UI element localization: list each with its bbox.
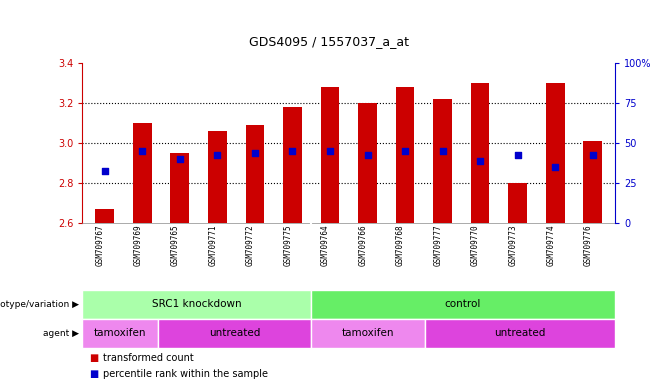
- Text: agent ▶: agent ▶: [43, 329, 79, 338]
- Bar: [311, 290, 615, 319]
- Text: tamoxifen: tamoxifen: [94, 328, 147, 338]
- Text: GSM709773: GSM709773: [509, 225, 518, 266]
- Text: tamoxifen: tamoxifen: [342, 328, 394, 338]
- Point: [363, 152, 373, 158]
- Text: GSM709764: GSM709764: [321, 225, 330, 266]
- Bar: [395, 87, 415, 223]
- Text: untreated: untreated: [494, 328, 545, 338]
- Bar: [159, 319, 311, 348]
- Text: ■: ■: [89, 353, 98, 363]
- Bar: [170, 153, 190, 223]
- Text: transformed count: transformed count: [103, 353, 194, 363]
- Bar: [433, 99, 452, 223]
- Bar: [133, 123, 152, 223]
- Bar: [545, 83, 565, 223]
- Text: GSM709768: GSM709768: [396, 225, 405, 266]
- Point: [400, 148, 411, 154]
- Text: GSM709767: GSM709767: [96, 225, 105, 266]
- Point: [588, 152, 598, 158]
- Point: [438, 148, 448, 154]
- Bar: [283, 107, 302, 223]
- Point: [513, 152, 523, 158]
- Text: GSM709772: GSM709772: [246, 225, 255, 266]
- Text: GSM709770: GSM709770: [471, 225, 480, 266]
- Point: [287, 148, 297, 154]
- Point: [475, 158, 486, 164]
- Bar: [311, 319, 425, 348]
- Point: [249, 150, 260, 156]
- Text: GSM709777: GSM709777: [434, 225, 443, 266]
- Text: GSM709765: GSM709765: [171, 225, 180, 266]
- Text: GSM709776: GSM709776: [584, 225, 593, 266]
- Bar: [358, 103, 377, 223]
- Bar: [320, 87, 340, 223]
- Bar: [425, 319, 615, 348]
- Point: [550, 164, 561, 170]
- Bar: [584, 141, 602, 223]
- Bar: [470, 83, 490, 223]
- Point: [324, 148, 335, 154]
- Bar: [82, 290, 311, 319]
- Bar: [95, 209, 114, 223]
- Text: ■: ■: [89, 369, 98, 379]
- Text: SRC1 knockdown: SRC1 knockdown: [151, 299, 241, 310]
- Bar: [82, 319, 159, 348]
- Bar: [508, 183, 527, 223]
- Text: GSM709775: GSM709775: [284, 225, 292, 266]
- Text: GDS4095 / 1557037_a_at: GDS4095 / 1557037_a_at: [249, 35, 409, 48]
- Text: GSM709771: GSM709771: [209, 225, 217, 266]
- Text: GSM709766: GSM709766: [359, 225, 368, 266]
- Point: [137, 148, 147, 154]
- Text: percentile rank within the sample: percentile rank within the sample: [103, 369, 268, 379]
- Text: genotype/variation ▶: genotype/variation ▶: [0, 300, 79, 309]
- Text: GSM709774: GSM709774: [546, 225, 555, 266]
- Text: GSM709769: GSM709769: [134, 225, 142, 266]
- Point: [99, 168, 110, 174]
- Point: [212, 152, 222, 158]
- Bar: [208, 131, 227, 223]
- Bar: [245, 125, 265, 223]
- Text: control: control: [445, 299, 481, 310]
- Text: untreated: untreated: [209, 328, 260, 338]
- Point: [174, 156, 185, 162]
